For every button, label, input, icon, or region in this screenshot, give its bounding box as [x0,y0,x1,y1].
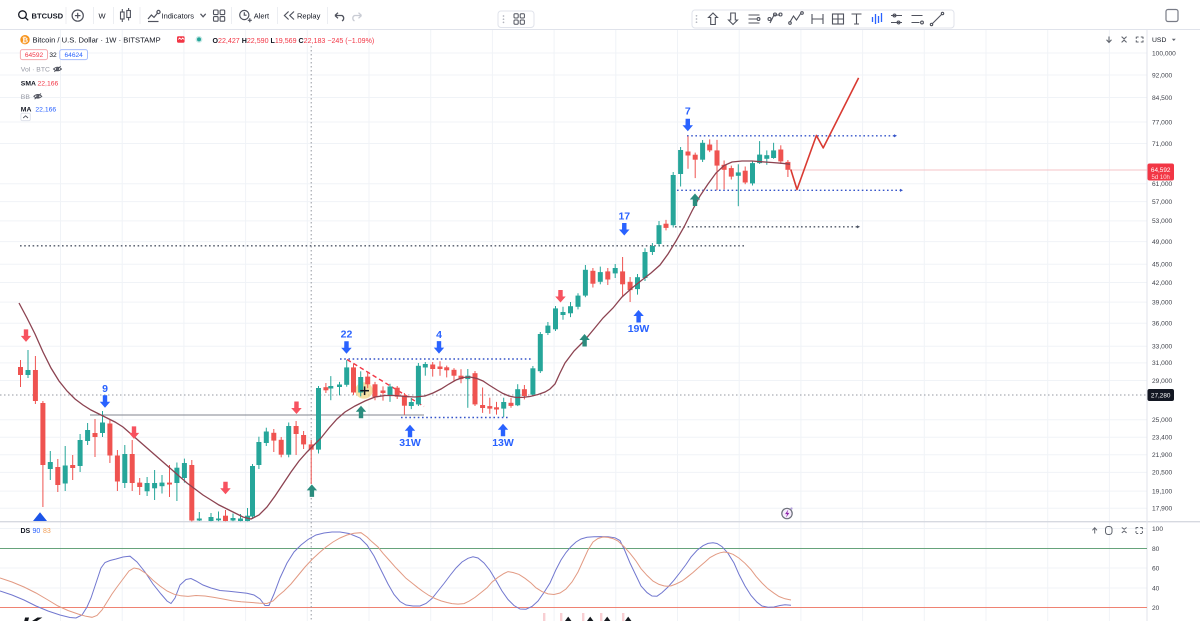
svg-text:31W: 31W [399,437,421,449]
svg-text:20: 20 [1152,605,1160,612]
svg-text:9: 9 [102,383,108,395]
svg-text:83: 83 [43,528,51,535]
svg-text:SMA: SMA [21,81,36,88]
svg-text:39,000: 39,000 [1152,299,1173,306]
svg-text:31,000: 31,000 [1152,360,1173,367]
svg-text:O22,427 H22,590 L19,569 C22,18: O22,427 H22,590 L19,569 C22,183 −245 (−1… [213,37,375,45]
svg-text:19,100: 19,100 [1152,488,1173,495]
svg-text:33,000: 33,000 [1152,344,1173,351]
svg-text:45,000: 45,000 [1152,262,1173,269]
svg-text:22: 22 [341,329,353,341]
svg-text:4: 4 [436,329,442,341]
svg-text:42,000: 42,000 [1152,280,1173,287]
svg-text:27,280: 27,280 [1151,393,1171,400]
svg-text:90: 90 [33,528,41,535]
svg-text:57,000: 57,000 [1152,199,1173,206]
svg-text:80: 80 [1152,546,1160,553]
svg-text:64592: 64592 [25,52,44,59]
svg-text:21,900: 21,900 [1152,452,1173,459]
svg-text:BTCUSD: BTCUSD [32,11,64,20]
svg-text:5d 10h: 5d 10h [1152,175,1170,181]
svg-text:DS: DS [21,528,31,535]
svg-text:29,000: 29,000 [1152,378,1173,385]
svg-text:Bitcoin / U.S. Dollar · 1W · B: Bitcoin / U.S. Dollar · 1W · BITSTAMP [33,35,161,44]
svg-text:Replay: Replay [297,12,321,21]
svg-text:49,000: 49,000 [1152,239,1173,246]
svg-text:23,400: 23,400 [1152,435,1173,442]
svg-text:60: 60 [1152,565,1160,572]
svg-text:MA: MA [21,106,32,113]
svg-text:17: 17 [618,211,630,223]
svg-text:64,592: 64,592 [1151,167,1171,174]
svg-text:Indicators: Indicators [162,12,195,21]
svg-text:53,000: 53,000 [1152,218,1173,225]
svg-text:71,000: 71,000 [1152,141,1173,148]
svg-text:100,000: 100,000 [1152,50,1176,57]
svg-text:17,900: 17,900 [1152,506,1173,513]
svg-text:84,500: 84,500 [1152,95,1173,102]
svg-text:92,000: 92,000 [1152,72,1173,79]
svg-text:Alert: Alert [254,12,270,21]
svg-text:77,000: 77,000 [1152,119,1173,126]
svg-text:22,166: 22,166 [38,81,59,88]
svg-text:40: 40 [1152,585,1160,592]
svg-text:25,000: 25,000 [1152,417,1173,424]
svg-text:13W: 13W [492,437,514,449]
svg-text:₿: ₿ [22,36,28,45]
svg-text:19W: 19W [628,323,650,335]
svg-text:22,166: 22,166 [35,106,56,113]
svg-text:61,000: 61,000 [1152,181,1173,188]
svg-text:64624: 64624 [65,52,84,59]
svg-text:Vol · BTC: Vol · BTC [21,67,50,74]
svg-text:7: 7 [685,106,691,118]
svg-text:USD: USD [1152,37,1166,44]
svg-text:36,000: 36,000 [1152,321,1173,328]
svg-text:W: W [99,12,107,21]
svg-text:20,500: 20,500 [1152,470,1173,477]
svg-text:BB: BB [21,94,31,101]
svg-text:32: 32 [49,52,57,59]
svg-text:100: 100 [1152,526,1163,533]
svg-text:K: K [21,614,43,621]
